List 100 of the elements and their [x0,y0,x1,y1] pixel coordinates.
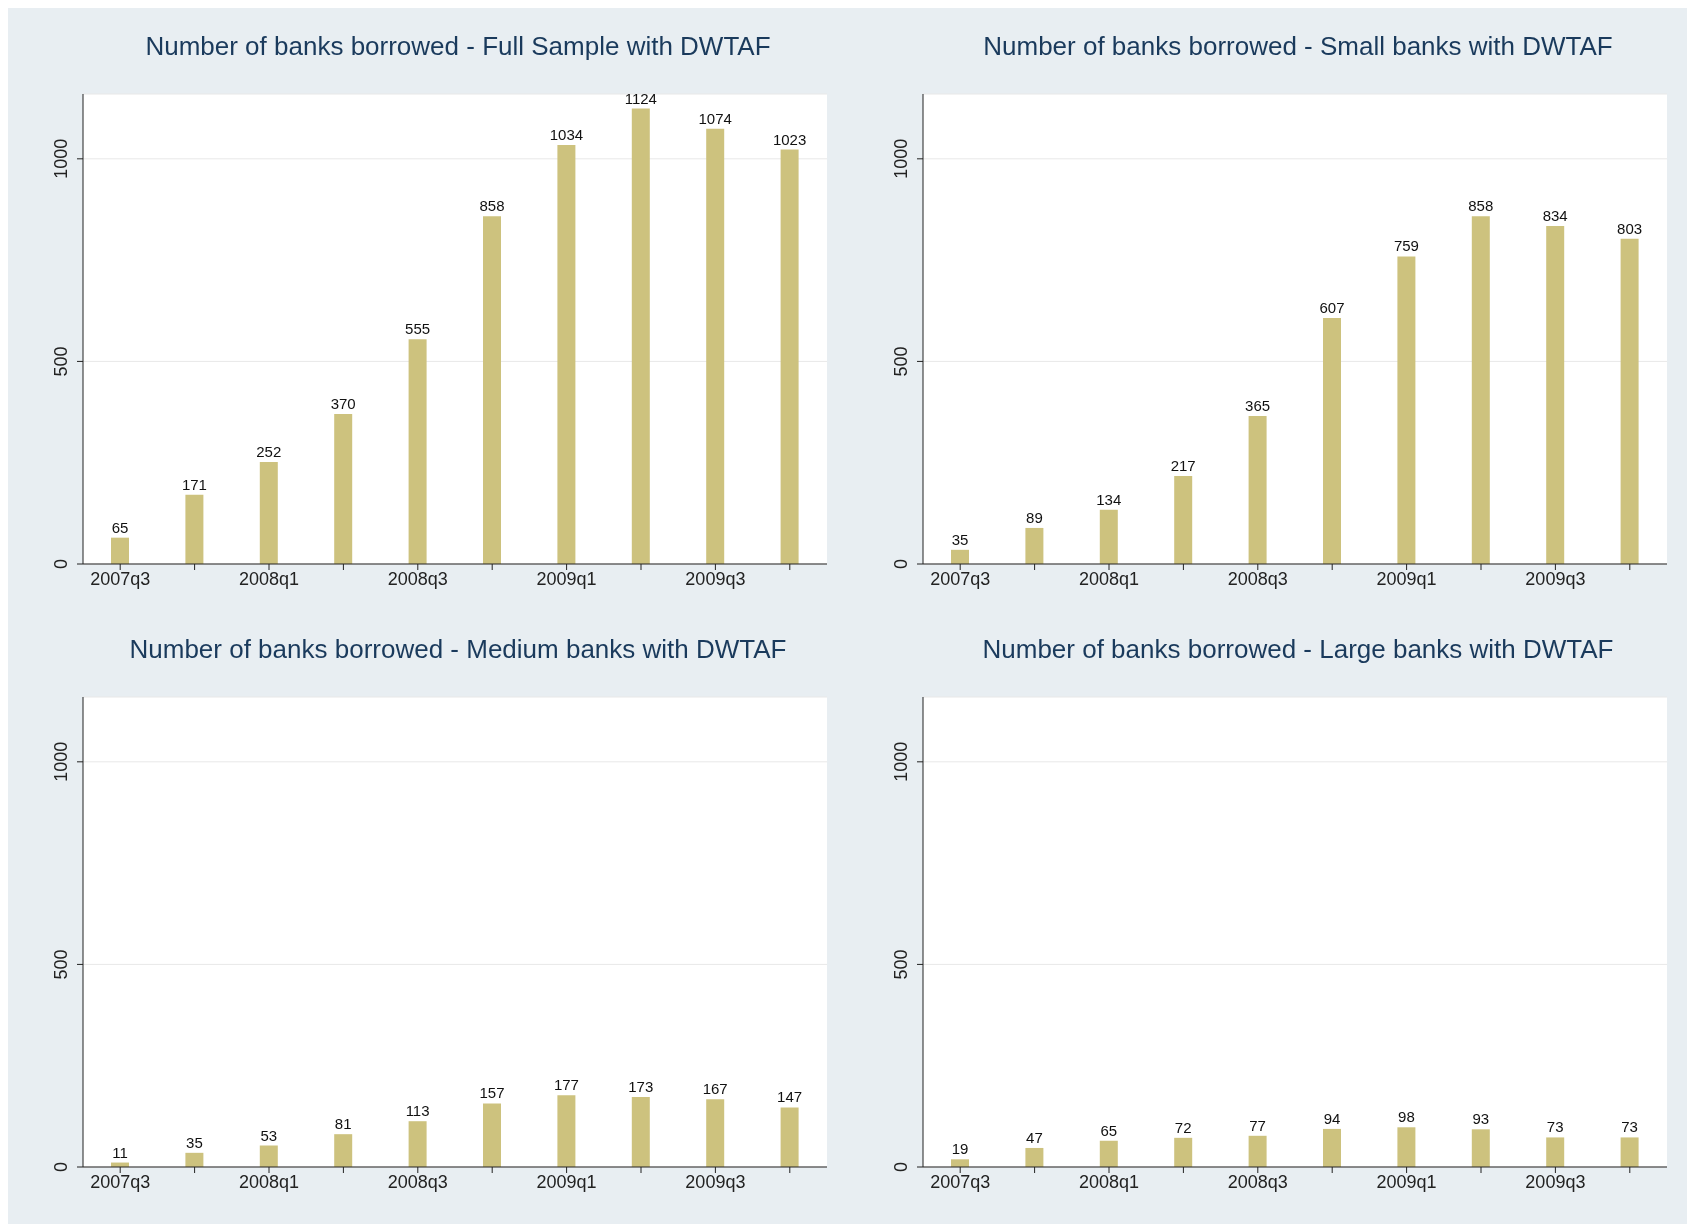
x-tick-label: 2007q3 [90,568,151,589]
data-label: 134 [1096,490,1122,508]
data-label: 157 [479,1084,505,1102]
y-tick-label: 1000 [891,741,911,782]
y-tick-label: 1000 [51,138,71,179]
data-label: 167 [702,1080,728,1098]
bar [1546,226,1565,564]
data-label: 370 [330,395,356,413]
data-label: 93 [1472,1110,1490,1128]
y-tick-label: 0 [51,558,71,570]
bar [1174,476,1193,564]
x-tick-label: 2007q3 [930,1171,991,1192]
data-label: 607 [1319,299,1345,317]
bar [1546,1137,1565,1167]
data-label: 858 [1468,197,1494,215]
data-label: 53 [260,1126,278,1144]
data-label: 759 [1393,237,1419,255]
data-label: 217 [1170,457,1196,475]
x-tick-label: 2008q1 [1078,568,1140,589]
data-label: 803 [1617,219,1643,237]
bar [1323,318,1341,564]
data-label: 81 [334,1115,352,1133]
x-tick-label: 2009q3 [685,568,746,589]
bar [631,108,650,564]
bar [1248,1135,1267,1167]
bar [1471,216,1490,564]
bar [334,1134,353,1167]
data-label: 858 [479,197,505,215]
bar [951,1159,969,1167]
data-label: 65 [111,518,129,536]
data-label: 177 [553,1076,579,1094]
y-tick-label: 500 [891,346,911,377]
bar [1025,527,1044,564]
chart-title: Number of banks borrowed - Small banks with DWTAF [982,30,1614,63]
chart-title: Number of banks borrowed - Large banks with DWTAF [981,633,1615,666]
bar [1174,1137,1193,1167]
data-label: 1074 [698,109,732,127]
data-label: 1034 [549,126,584,144]
y-tick-label: 0 [891,1161,911,1173]
data-label: 94 [1323,1109,1341,1127]
bar [259,1145,278,1167]
bar [706,128,725,564]
x-tick-label: 2009q3 [1525,1171,1586,1192]
data-label: 365 [1245,397,1271,415]
bar [185,1152,204,1167]
x-tick-label: 2009q3 [1525,568,1586,589]
x-tick-label: 2009q3 [685,1171,746,1192]
x-tick-label: 2008q1 [1078,1171,1140,1192]
y-tick-label: 500 [51,949,71,980]
bar [1099,509,1118,564]
data-label: 98 [1398,1108,1415,1126]
y-tick-label: 500 [51,346,71,377]
y-tick-label: 0 [891,558,911,570]
chart-title: Number of banks borrowed - Full Sample with DWTAF [144,30,772,63]
bar [1248,416,1267,564]
bar [780,149,799,564]
x-tick-label: 2009q1 [536,1171,597,1192]
bar [1397,256,1416,564]
data-label: 73 [1621,1118,1638,1136]
bar [408,339,427,564]
data-label: 252 [256,442,282,460]
chart-title: Number of banks borrowed - Medium banks with DWTAF [128,633,788,666]
data-label: 171 [181,475,207,493]
x-tick-label: 2008q3 [387,568,448,589]
bar [780,1107,799,1167]
bar [1471,1129,1490,1167]
x-tick-label: 2009q1 [1376,1171,1437,1192]
data-label: 147 [777,1088,803,1106]
x-tick-label: 2007q3 [930,568,991,589]
bar [1620,1137,1639,1167]
bar [111,537,129,564]
bar [557,1095,576,1167]
bar [483,216,501,564]
bar [185,494,204,564]
x-tick-label: 2008q1 [238,1171,300,1192]
x-tick-label: 2008q1 [238,568,300,589]
data-label: 65 [1100,1121,1118,1139]
data-label: 173 [628,1077,654,1095]
data-label: 555 [405,320,431,338]
bar [1397,1127,1416,1167]
bar [334,414,353,564]
x-tick-label: 2009q1 [1376,568,1437,589]
y-tick-label: 1000 [51,741,71,782]
data-label: 1124 [624,89,657,107]
data-label: 73 [1546,1118,1564,1136]
data-label: 1023 [772,130,807,148]
data-label: 113 [405,1102,430,1120]
x-tick-label: 2008q3 [1227,568,1288,589]
data-label: 35 [951,530,969,548]
y-tick-label: 500 [891,949,911,980]
bar [1099,1140,1118,1167]
data-label: 19 [951,1140,969,1158]
x-tick-label: 2007q3 [90,1171,151,1192]
data-label: 89 [1026,508,1043,526]
x-tick-label: 2008q3 [387,1171,448,1192]
bar [483,1103,501,1167]
bar [706,1099,725,1167]
bar [557,145,576,564]
x-tick-label: 2009q1 [536,568,597,589]
bar [1620,238,1639,564]
